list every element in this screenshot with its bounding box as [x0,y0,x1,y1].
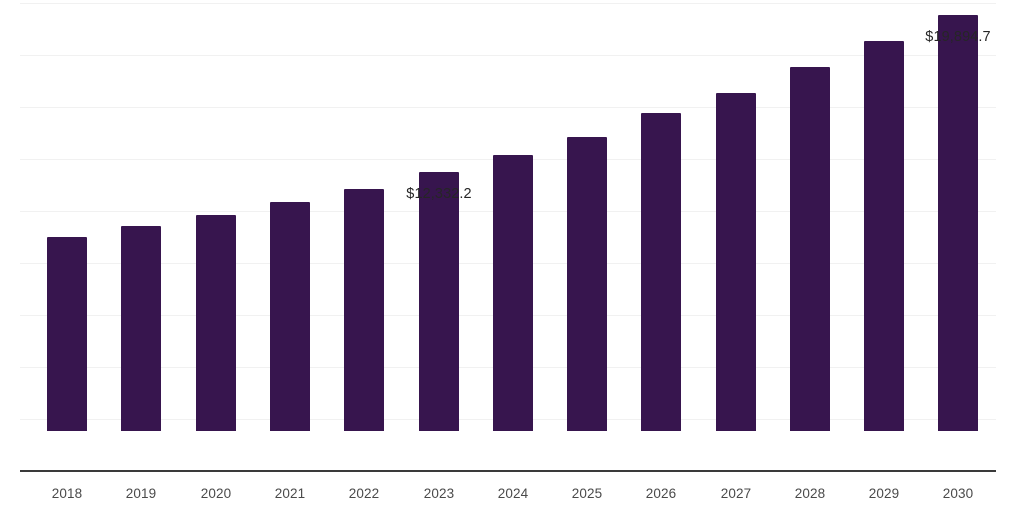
value-label-2023: $12,332.2 [406,186,472,202]
tick-label-2030: 2030 [942,486,974,501]
value-label-2030: $19,894.7 [925,29,991,45]
bar-2027[interactable] [716,93,756,431]
plot-area [20,3,996,472]
bar-2020[interactable] [196,215,236,431]
tick-label-2024: 2024 [497,486,529,501]
tick-label-2022: 2022 [348,486,380,501]
gridline [20,55,996,56]
tick-label-2018: 2018 [51,486,83,501]
bar-2025[interactable] [567,137,607,431]
bar-2022[interactable] [344,189,384,431]
x-axis-line [20,470,996,472]
gridline [20,3,996,4]
bar-2021[interactable] [270,202,310,431]
tick-label-2019: 2019 [125,486,157,501]
tick-label-2028: 2028 [794,486,826,501]
bar-2026[interactable] [641,113,681,431]
gridline [20,107,996,108]
bar-2029[interactable] [864,41,904,431]
tick-label-2025: 2025 [571,486,603,501]
tick-label-2026: 2026 [645,486,677,501]
bar-2018[interactable] [47,237,87,431]
tick-label-2021: 2021 [274,486,306,501]
bar-2028[interactable] [790,67,830,431]
bar-2023[interactable] [419,172,459,431]
bar-2030[interactable] [938,15,978,431]
tick-label-2029: 2029 [868,486,900,501]
tick-label-2023: 2023 [423,486,455,501]
bar-2024[interactable] [493,155,533,431]
tick-label-2020: 2020 [200,486,232,501]
bar-2019[interactable] [121,226,161,431]
tick-label-2027: 2027 [720,486,752,501]
